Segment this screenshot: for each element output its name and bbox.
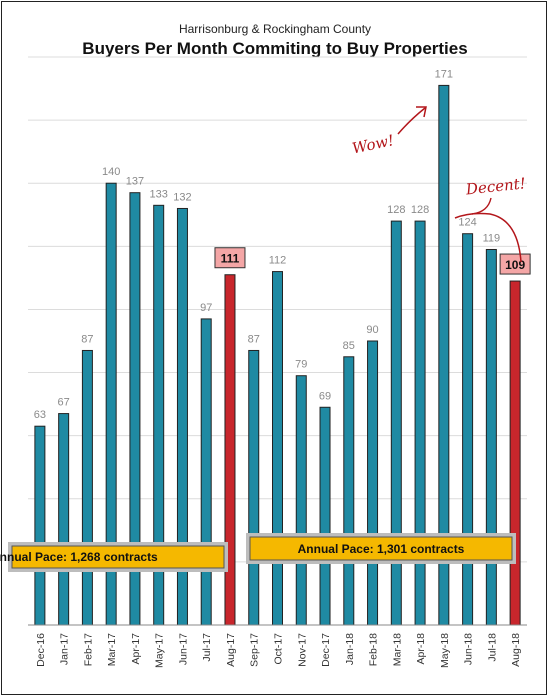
tick-label: Jan-17 [59, 633, 71, 665]
bar-jan-17 [58, 413, 70, 626]
bar-nov-17 [295, 375, 307, 626]
wow-text: Wow! [351, 131, 396, 157]
bar-jan-18 [343, 356, 355, 626]
value-labels: 63 67 87 140 137 133 132 97 111 87 112 79 69 85 90 128 1… [34, 68, 531, 421]
tick-label: Jan-18 [344, 633, 356, 665]
tick-label: Dec-16 [35, 633, 47, 667]
pace-callout-box [11, 545, 225, 569]
wow-arrowhead [416, 106, 427, 118]
tick-label: May-18 [439, 633, 451, 668]
bar-oct-17 [272, 271, 283, 626]
value-label: 63 [34, 409, 46, 421]
value-label: 119 [483, 232, 501, 244]
pace-callout-box [249, 536, 513, 561]
bar-sep-17 [248, 349, 260, 626]
value-label: 69 [319, 390, 331, 402]
tick-label: Sep-17 [249, 633, 261, 667]
tick-label: Feb-17 [82, 633, 94, 666]
value-label: 85 [343, 340, 355, 352]
value-label: 97 [200, 302, 212, 314]
bar-aug-17 [224, 274, 236, 626]
tick-label: Jun-17 [177, 633, 189, 665]
value-label: 79 [295, 359, 307, 371]
value-label: 87 [81, 333, 93, 345]
tick-label: Dec-17 [320, 633, 332, 667]
value-label: 140 [102, 166, 120, 178]
tick-label: Oct-17 [273, 633, 285, 665]
tick-label: Feb-18 [368, 633, 380, 666]
wow-annotation: Wow! [351, 106, 427, 158]
bar-dec-16 [34, 425, 46, 626]
pace-callout-2018: Annual Pace: 1,301 contracts [246, 533, 516, 564]
x-tick-labels: Dec-16 Jan-17 Feb-17 Mar-17 Apr-17 May-17 Jun-… [35, 633, 522, 668]
value-label: 111 [221, 252, 240, 266]
value-label: 133 [150, 188, 168, 200]
tick-label: Apr-18 [415, 633, 427, 665]
tick-label: Aug-17 [225, 633, 237, 667]
pace-callout-2017: Annual Pace: 1,268 contracts [0, 542, 228, 572]
value-label: 87 [248, 333, 260, 345]
chart-subtitle: Harrisonburg & Rockingham County [179, 22, 371, 36]
tick-label: Nov-17 [296, 633, 308, 667]
pace-label-2018: Annual Pace: 1,301 contracts [298, 542, 465, 556]
value-label: 112 [269, 255, 287, 267]
tick-label: Aug-18 [510, 633, 522, 667]
wow-arrow [397, 107, 426, 135]
value-label-box [499, 253, 531, 275]
bar-aug-18 [509, 280, 521, 626]
value-label: 128 [387, 204, 405, 216]
bars [34, 84, 521, 626]
tick-label: Jun-18 [463, 633, 475, 665]
value-label: 67 [58, 397, 70, 409]
value-label: 171 [435, 68, 453, 80]
bar-feb-17 [81, 349, 93, 626]
decent-curve [454, 212, 522, 263]
value-label: 137 [126, 176, 144, 188]
bar-jun-18 [462, 233, 474, 626]
value-label-box [214, 247, 246, 269]
bar-apr-18 [414, 220, 426, 626]
value-label: 90 [366, 324, 378, 336]
tick-label: May-17 [154, 633, 166, 668]
tick-label: Mar-18 [391, 633, 403, 666]
bar-jul-18 [485, 248, 497, 626]
value-label: 128 [411, 204, 429, 216]
tick-label: Apr-17 [130, 633, 142, 665]
tick-label: Mar-17 [106, 633, 118, 666]
tick-label: Jul-18 [486, 633, 498, 662]
decent-text: Decent! [464, 174, 526, 198]
value-label: 124 [458, 217, 476, 229]
value-label: 132 [173, 191, 191, 203]
bar-jul-17 [200, 318, 212, 626]
tick-label: Jul-17 [201, 633, 213, 662]
bar-dec-17 [319, 406, 331, 626]
bar-feb-18 [367, 340, 379, 626]
bar-mar-18 [390, 220, 402, 626]
chart-title: Buyers Per Month Commiting to Buy Proper… [82, 39, 467, 58]
value-label: 109 [505, 258, 525, 272]
pace-label-2017: Annual Pace: 1,268 contracts [0, 550, 158, 564]
decent-line [471, 197, 492, 215]
